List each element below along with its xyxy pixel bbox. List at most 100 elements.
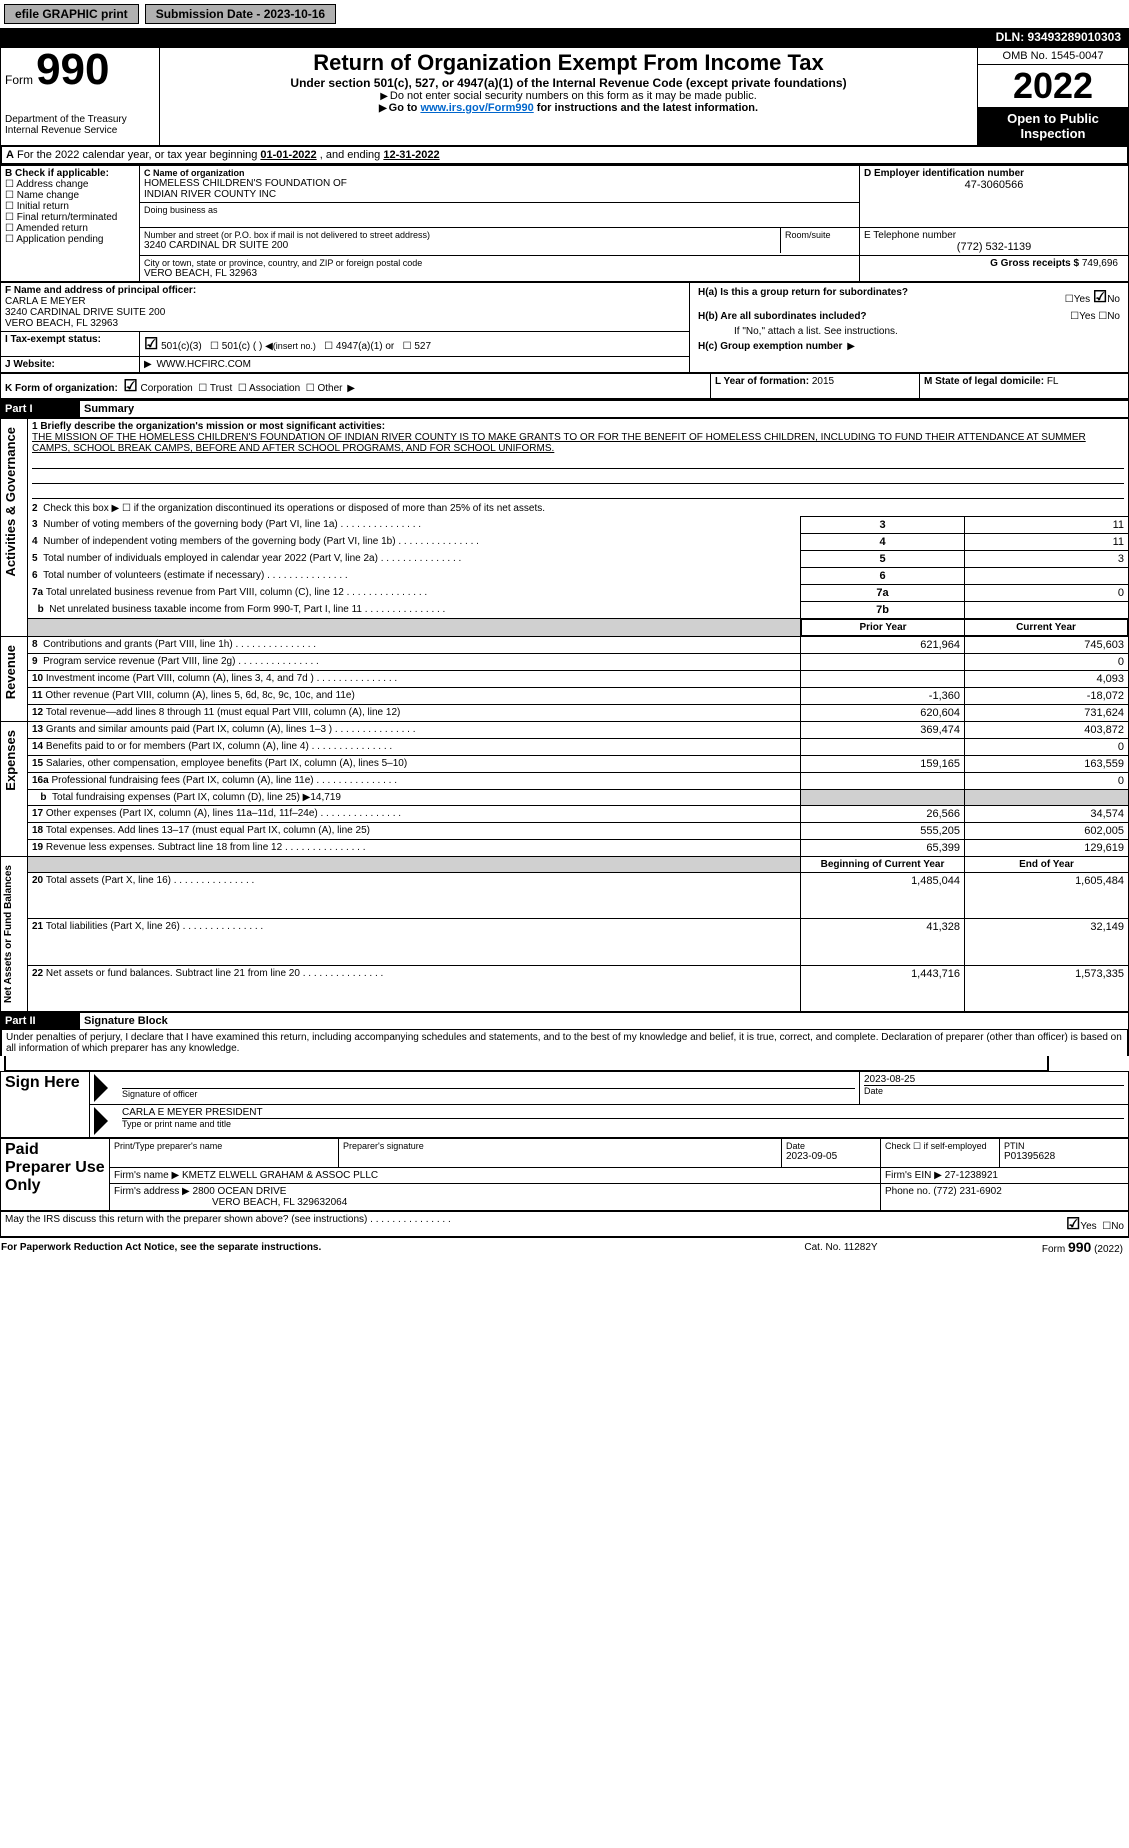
prep-sig-label: Preparer's signature <box>343 1141 777 1151</box>
k-corp: Corporation <box>140 383 192 394</box>
m-label: M State of legal domicile: <box>924 376 1044 387</box>
prep-date-label: Date <box>786 1141 876 1151</box>
section-net-assets: Net Assets or Fund Balances <box>1 857 16 1011</box>
val4: 11 <box>965 534 1129 551</box>
part2-title: Part II <box>1 1013 80 1030</box>
b-item-3: Final return/terminated <box>17 212 118 223</box>
k-trust: Trust <box>210 383 232 394</box>
current-year-header: Current Year <box>965 620 1128 636</box>
domicile: FL <box>1047 376 1059 387</box>
line14: Benefits paid to or for members (Part IX… <box>46 741 309 752</box>
jurat: Under penalties of perjury, I declare th… <box>0 1030 1129 1056</box>
line2: Check this box ▶ ☐ if the organization d… <box>43 503 545 514</box>
c21: 32,149 <box>965 919 1129 965</box>
sig-date-label: Date <box>864 1086 1124 1096</box>
c8: 745,603 <box>965 637 1129 654</box>
ptin-label: PTIN <box>1004 1141 1124 1151</box>
p9 <box>801 654 965 671</box>
cat-no: Cat. No. 11282Y <box>740 1238 942 1256</box>
goto-post: for instructions and the latest informat… <box>534 102 758 114</box>
phone: (772) 532-1139 <box>864 241 1124 253</box>
pra-notice: For Paperwork Reduction Act Notice, see … <box>0 1238 740 1256</box>
p19: 65,399 <box>801 840 965 857</box>
line1-label: 1 Briefly describe the organization's mi… <box>32 421 1124 432</box>
c18: 602,005 <box>965 823 1129 840</box>
ha-no: No <box>1107 294 1120 305</box>
ha-label: H(a) Is this a group return for subordin… <box>698 287 908 298</box>
c9: 0 <box>965 654 1129 671</box>
p18: 555,205 <box>801 823 965 840</box>
c20: 1,605,484 <box>965 873 1129 919</box>
sig-officer-label: Signature of officer <box>122 1089 855 1099</box>
a-end: 12-31-2022 <box>383 149 439 161</box>
section-revenue: Revenue <box>1 637 20 707</box>
efile-button[interactable]: efile GRAPHIC print <box>4 4 139 24</box>
firm-addr2: VERO BEACH, FL 329632064 <box>212 1197 347 1208</box>
firm-addr1: 2800 OCEAN DRIVE <box>193 1186 287 1197</box>
officer-addr1: 3240 CARDINAL DRIVE SUITE 200 <box>5 307 685 318</box>
section-expenses: Expenses <box>1 722 20 799</box>
eoy-header: End of Year <box>965 857 1129 873</box>
c16a: 0 <box>965 773 1129 790</box>
i-527: 527 <box>414 341 431 352</box>
p16a <box>801 773 965 790</box>
officer-typed: CARLA E MEYER PRESIDENT <box>122 1107 1124 1119</box>
form-word: Form <box>5 73 33 87</box>
section-b: B Check if applicable: ☐ Address change … <box>1 166 140 282</box>
line5: Total number of individuals employed in … <box>43 553 378 564</box>
p21: 41,328 <box>801 919 965 965</box>
goto-link[interactable]: www.irs.gov/Form990 <box>420 102 533 114</box>
year-formed: 2015 <box>812 376 834 387</box>
p10 <box>801 671 965 688</box>
prior-year-header: Prior Year <box>802 620 965 636</box>
line9: Program service revenue (Part VIII, line… <box>43 656 235 667</box>
top-bar: efile GRAPHIC print Submission Date - 20… <box>0 0 1129 28</box>
val7b <box>965 602 1129 619</box>
c12: 731,624 <box>965 705 1129 722</box>
d-label: D Employer identification number <box>864 168 1124 179</box>
print-label: Print/Type preparer's name <box>114 1141 334 1151</box>
section-governance: Activities & Governance <box>1 419 20 585</box>
a-label: A <box>6 149 14 161</box>
p13: 369,474 <box>801 722 965 739</box>
room-label: Room/suite <box>785 230 855 240</box>
checkmark-icon: ☑ <box>1093 289 1107 306</box>
prep-date: 2023-09-05 <box>786 1151 876 1162</box>
sign-here-label: Sign Here <box>1 1072 90 1138</box>
discuss-yes: Yes <box>1080 1221 1096 1232</box>
arrow-icon <box>94 1107 108 1135</box>
e-label: E Telephone number <box>864 230 1124 241</box>
arrow-icon <box>94 1074 108 1102</box>
submission-date-button[interactable]: Submission Date - 2023-10-16 <box>145 4 336 24</box>
line21: Total liabilities (Part X, line 26) <box>46 921 180 932</box>
firm-phone: (772) 231-6902 <box>933 1186 1001 1197</box>
firm-ein: 27-1238921 <box>945 1170 998 1181</box>
officer-typed-label: Type or print name and title <box>122 1119 1124 1129</box>
line16b: Total fundraising expenses (Part IX, col… <box>52 792 341 803</box>
val3: 11 <box>965 517 1129 534</box>
city-label: City or town, state or province, country… <box>144 258 855 268</box>
line8: Contributions and grants (Part VIII, lin… <box>43 639 233 650</box>
officer-name: CARLA E MEYER <box>5 296 685 307</box>
ha-yes: Yes <box>1074 294 1090 305</box>
b-label: B Check if applicable: <box>5 168 135 179</box>
mission-text: THE MISSION OF THE HOMELESS CHILDREN'S F… <box>32 432 1124 454</box>
line3: Number of voting members of the governin… <box>43 519 338 530</box>
street-label: Number and street (or P.O. box if mail i… <box>144 230 776 240</box>
i-501c3: 501(c)(3) <box>161 341 202 352</box>
boy-header: Beginning of Current Year <box>801 857 965 873</box>
h-note: If "No," attach a list. See instructions… <box>694 324 1124 339</box>
c17: 34,574 <box>965 806 1129 823</box>
dept-treasury: Department of the Treasury Internal Reve… <box>5 114 155 136</box>
paid-prep-label: Paid Preparer Use Only <box>1 1139 110 1211</box>
a-text-pre: For the 2022 calendar year, or tax year … <box>17 149 260 161</box>
k-label: K Form of organization: <box>5 383 118 394</box>
i-label: I Tax-exempt status: <box>1 332 140 357</box>
c11: -18,072 <box>965 688 1129 705</box>
val5: 3 <box>965 551 1129 568</box>
b-item-5: Application pending <box>16 234 103 245</box>
firm-addr-label: Firm's address ▶ <box>114 1186 190 1197</box>
c13: 403,872 <box>965 722 1129 739</box>
no-ssn: Do not enter social security numbers on … <box>390 90 757 102</box>
line20: Total assets (Part X, line 16) <box>46 875 171 886</box>
